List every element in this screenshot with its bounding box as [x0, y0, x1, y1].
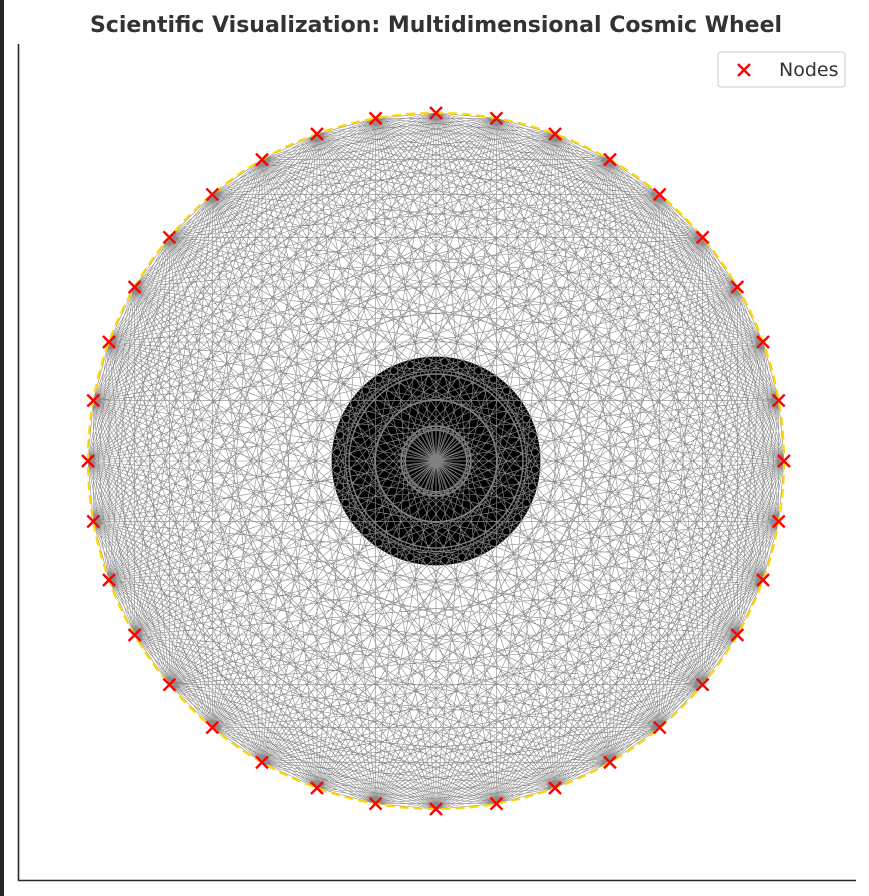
- node-marker: [652, 187, 667, 202]
- node-marker: [548, 127, 562, 141]
- node-marker-stroke: [81, 454, 95, 468]
- node-marker-stroke: [603, 755, 617, 770]
- legend-label: Nodes: [779, 59, 839, 81]
- node-marker-stroke: [205, 187, 220, 202]
- inner-ring-2: [348, 373, 524, 549]
- node-marker-stroke: [695, 230, 710, 245]
- node-marker-stroke: [205, 720, 220, 735]
- node-marker: [205, 187, 220, 202]
- node-marker: [730, 280, 745, 294]
- node-marker: [162, 230, 177, 245]
- node-marker-stroke: [730, 628, 745, 642]
- legend: Nodes: [717, 51, 846, 88]
- node-marker: [652, 720, 667, 735]
- node-marker-stroke: [548, 781, 562, 795]
- node-marker: [86, 514, 101, 529]
- node-marker: [489, 796, 504, 811]
- chart-title: Scientific Visualization: Multidimension…: [90, 13, 782, 38]
- node-marker: [777, 454, 791, 468]
- node-marker-stroke: [652, 187, 667, 202]
- node-marker: [771, 514, 786, 529]
- inner-ring-1: [374, 399, 498, 523]
- node-marker: [429, 106, 443, 120]
- node-marker-stroke: [127, 280, 142, 294]
- node-marker-stroke: [489, 111, 504, 126]
- node-marker: [603, 755, 617, 770]
- legend-marker-icon: [737, 63, 751, 77]
- node-marker: [127, 280, 142, 294]
- node-marker: [255, 755, 269, 770]
- node-marker: [429, 802, 443, 816]
- node-marker-stroke: [652, 720, 667, 735]
- node-marker: [603, 152, 617, 167]
- node-marker: [205, 720, 220, 735]
- node-marker: [756, 335, 770, 349]
- node-marker-stroke: [771, 514, 786, 529]
- node-marker: [489, 111, 504, 126]
- node-marker-stroke: [368, 111, 383, 126]
- node-marker: [102, 335, 116, 349]
- legend-box: [717, 51, 846, 88]
- node-marker-stroke: [255, 152, 269, 167]
- node-marker-stroke: [429, 802, 443, 816]
- node-marker-stroke: [310, 781, 324, 795]
- node-marker-stroke: [102, 573, 116, 587]
- node-marker-stroke: [310, 127, 324, 141]
- hub-spokes: [401, 426, 471, 496]
- node-marker-stroke: [255, 755, 269, 770]
- node-marker: [127, 628, 142, 642]
- node-marker-stroke: [777, 454, 791, 468]
- node-marker: [368, 796, 383, 811]
- node-marker: [695, 677, 710, 692]
- node-marker: [756, 573, 770, 587]
- node-marker-stroke: [86, 514, 101, 529]
- node-marker-stroke: [127, 628, 142, 642]
- node-marker: [310, 127, 324, 141]
- node-marker-stroke: [368, 796, 383, 811]
- node-marker-stroke: [489, 796, 504, 811]
- core-layer: [331, 356, 541, 566]
- node-marker-stroke: [695, 677, 710, 692]
- node-marker-stroke: [429, 106, 443, 120]
- node-marker-stroke: [730, 280, 745, 294]
- legend-marker-stroke: [737, 63, 751, 77]
- node-marker: [695, 230, 710, 245]
- node-marker: [548, 781, 562, 795]
- node-marker-stroke: [771, 393, 786, 408]
- node-marker-stroke: [756, 573, 770, 587]
- node-marker: [310, 781, 324, 795]
- node-marker: [368, 111, 383, 126]
- node-marker: [730, 628, 745, 642]
- node-marker-stroke: [162, 677, 177, 692]
- node-marker-stroke: [162, 230, 177, 245]
- node-marker: [81, 454, 95, 468]
- nodes-layer: [81, 106, 791, 816]
- node-marker: [771, 393, 786, 408]
- node-marker: [102, 573, 116, 587]
- node-marker-stroke: [86, 393, 101, 408]
- node-marker: [86, 393, 101, 408]
- node-marker-stroke: [102, 335, 116, 349]
- node-marker-stroke: [603, 152, 617, 167]
- node-marker-stroke: [756, 335, 770, 349]
- node-marker-stroke: [548, 127, 562, 141]
- node-marker: [255, 152, 269, 167]
- node-marker: [162, 677, 177, 692]
